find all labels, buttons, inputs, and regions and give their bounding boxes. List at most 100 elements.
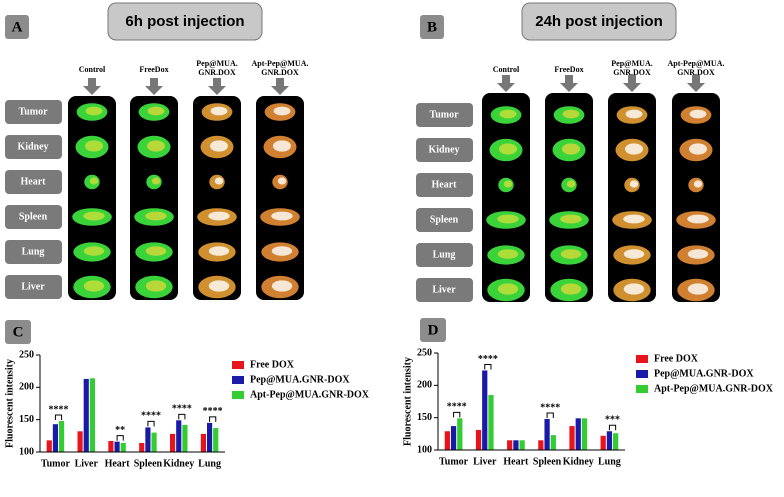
significance-label: *** bbox=[605, 415, 620, 426]
bar bbox=[145, 427, 151, 452]
significance-bracket bbox=[546, 412, 554, 418]
legend-label: Apt-Pep@MUA.GNR-DOX bbox=[654, 383, 774, 394]
significance-bracket bbox=[209, 416, 217, 422]
significance-label: **** bbox=[49, 404, 69, 415]
y-tick-label: 150 bbox=[19, 414, 34, 425]
group-label: GNR.DOX bbox=[677, 68, 715, 77]
significance-label: **** bbox=[478, 354, 498, 365]
organ-hotspot bbox=[210, 140, 228, 152]
x-tick-label: Kidney bbox=[563, 456, 594, 467]
organ-hotspot bbox=[145, 246, 167, 256]
legend-swatch bbox=[636, 385, 648, 393]
organ-hotspot bbox=[83, 211, 105, 221]
panel-label: D bbox=[428, 322, 439, 338]
legend-label: Free DOX bbox=[654, 353, 699, 364]
bar bbox=[606, 431, 613, 450]
organ-label-box bbox=[5, 135, 62, 159]
organ-label: Heart bbox=[432, 179, 458, 190]
organ-hotspot bbox=[566, 180, 576, 188]
significance-label: **** bbox=[203, 406, 223, 417]
organ-label-box bbox=[5, 240, 62, 264]
bar bbox=[139, 442, 145, 452]
bar bbox=[182, 424, 188, 452]
organ-hotspot bbox=[503, 180, 513, 188]
y-axis-label: Fluorescent intensity bbox=[4, 359, 15, 448]
organ-hotspot bbox=[83, 246, 105, 256]
bar bbox=[475, 429, 482, 450]
group-label: FreeDox bbox=[554, 65, 583, 74]
y-tick-label: 100 bbox=[417, 444, 432, 455]
y-axis-label: Fluorescent intensity bbox=[402, 357, 413, 446]
bar bbox=[482, 370, 488, 450]
legend-swatch bbox=[636, 355, 648, 363]
organ-hotspot bbox=[277, 177, 287, 185]
group-label: GNR.DOX bbox=[613, 68, 651, 77]
bar bbox=[89, 378, 95, 452]
organ-hotspot bbox=[208, 211, 230, 221]
bar bbox=[114, 441, 120, 452]
organ-label-box bbox=[416, 208, 473, 232]
panel-title-box bbox=[521, 2, 677, 41]
organ-label-box bbox=[416, 173, 473, 197]
bar bbox=[46, 440, 52, 452]
bar bbox=[600, 435, 606, 450]
arrow bbox=[497, 75, 515, 92]
significance-label: **** bbox=[172, 404, 192, 415]
panel-label-box bbox=[5, 15, 29, 39]
organ-hotspot bbox=[623, 249, 645, 259]
y-tick-label: 100 bbox=[19, 446, 34, 457]
legend-swatch bbox=[636, 370, 648, 378]
image-column bbox=[256, 96, 304, 300]
organ-hotspot bbox=[273, 140, 291, 152]
organ-hotspot bbox=[687, 249, 709, 259]
organ-hotspot bbox=[145, 280, 167, 292]
organ-label-box bbox=[5, 170, 62, 194]
organ-hotspot bbox=[623, 214, 645, 224]
y-tick-label: 250 bbox=[417, 347, 432, 358]
organ-hotspot bbox=[151, 177, 161, 185]
panel-title: 24h post injection bbox=[535, 13, 663, 30]
significance-label: ** bbox=[115, 425, 125, 436]
organ-hotspot bbox=[208, 280, 230, 292]
image-column bbox=[545, 93, 593, 302]
legend-label: Apt-Pep@MUA.GNR-DOX bbox=[250, 389, 370, 400]
x-tick-label: Heart bbox=[105, 458, 131, 469]
y-tick-label: 200 bbox=[19, 382, 34, 393]
organ-hotspot bbox=[271, 280, 293, 292]
arrow bbox=[623, 75, 641, 92]
panel-label-box bbox=[420, 318, 446, 342]
bar bbox=[550, 435, 556, 450]
x-tick-label: Heart bbox=[503, 456, 529, 467]
organ-hotspot bbox=[687, 214, 709, 224]
bar bbox=[200, 433, 206, 452]
significance-bracket bbox=[54, 414, 63, 420]
organ-hotspot bbox=[145, 211, 167, 221]
image-column bbox=[482, 93, 530, 302]
x-tick-label: Tumor bbox=[41, 458, 71, 469]
group-label: GNR.DOX bbox=[261, 68, 299, 77]
organ-hotspot bbox=[562, 143, 580, 155]
organ-label-box bbox=[416, 243, 473, 267]
organ-label: Heart bbox=[21, 176, 47, 187]
organ-hotspot bbox=[271, 246, 293, 256]
bar bbox=[59, 420, 65, 452]
organ-label-box bbox=[5, 205, 62, 229]
organ-label: Tumor bbox=[429, 109, 459, 120]
legend-label: Pep@MUA.GNR-DOX bbox=[250, 374, 350, 385]
bar bbox=[450, 426, 457, 450]
x-tick-label: Liver bbox=[473, 456, 497, 467]
bar bbox=[457, 418, 463, 450]
organ-hotspot bbox=[147, 140, 165, 152]
organ-hotspot bbox=[625, 143, 643, 155]
bar bbox=[575, 418, 581, 450]
organ-hotspot bbox=[689, 143, 707, 155]
y-tick-label: 250 bbox=[19, 349, 34, 360]
image-column bbox=[130, 96, 178, 300]
group-label: Control bbox=[79, 65, 106, 74]
organ-hotspot bbox=[499, 143, 517, 155]
x-tick-label: Liver bbox=[75, 458, 99, 469]
bar bbox=[213, 428, 219, 452]
legend-swatch bbox=[232, 361, 244, 369]
organ-hotspot bbox=[497, 249, 519, 259]
